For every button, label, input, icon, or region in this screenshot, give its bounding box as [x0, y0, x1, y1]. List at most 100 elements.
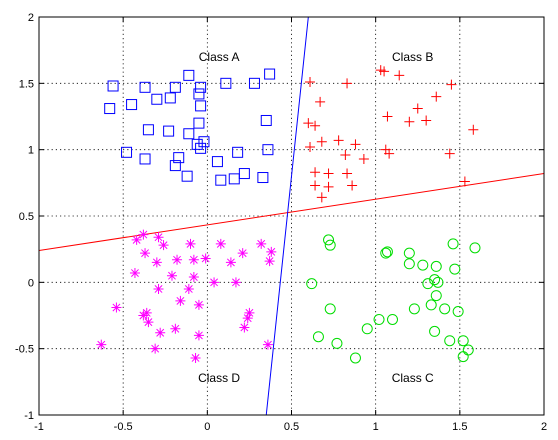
class-b-point — [310, 120, 321, 131]
class-b-point — [310, 167, 321, 178]
class-label: Class C — [392, 371, 434, 385]
class-a-point — [169, 160, 181, 172]
class-d-point — [170, 323, 181, 334]
class-d-point — [190, 352, 201, 363]
class-b-point — [340, 149, 351, 160]
x-tick-label: -1 — [34, 421, 44, 433]
class-a-point — [195, 81, 207, 93]
class-d-point — [237, 248, 248, 259]
class-a-point — [173, 152, 185, 164]
class-c-point — [457, 335, 469, 347]
class-c-point — [429, 325, 441, 337]
class-d-point — [225, 257, 236, 268]
class-d-point — [183, 283, 194, 294]
class-c-point — [331, 337, 343, 349]
class-d-point — [138, 310, 149, 321]
class-label: Class A — [199, 50, 240, 64]
class-b-point — [444, 148, 455, 159]
grid-lines — [39, 17, 544, 415]
class-b-point — [350, 139, 361, 150]
class-a-point — [139, 81, 151, 93]
class-b-point — [358, 153, 369, 164]
class-c-point — [387, 313, 398, 325]
class-a-point — [264, 68, 276, 80]
class-d-point — [158, 240, 169, 251]
class-d-point — [153, 232, 164, 243]
class-c-point — [408, 303, 420, 315]
class-d-point — [151, 257, 162, 268]
y-tick-label: 1.5 — [19, 78, 34, 90]
class-b-point — [382, 111, 393, 122]
x-tick-label: 0.5 — [284, 421, 299, 433]
y-tick-label: 2 — [28, 12, 34, 24]
class-b-point — [342, 78, 353, 89]
class-b-point — [404, 116, 415, 127]
class-d-point — [242, 313, 253, 324]
class-b-point — [316, 192, 327, 203]
class-b-point — [310, 180, 321, 191]
class-c-point — [469, 242, 481, 254]
y-tick-label: -0.5 — [15, 344, 34, 356]
class-b-point — [342, 168, 353, 179]
class-c-point — [457, 351, 469, 363]
class-d-point — [155, 327, 166, 338]
class-d-point — [239, 322, 250, 333]
class-b-point — [379, 66, 390, 77]
class-b-point — [384, 148, 395, 159]
class-a-point — [181, 170, 193, 182]
class-d-point — [172, 254, 183, 265]
class-a-point — [262, 144, 274, 156]
class-d-point — [193, 330, 204, 341]
class-d-point — [256, 238, 267, 249]
class-labels: Class A Class B Class C Class D — [198, 50, 434, 385]
class-b-point — [468, 124, 479, 135]
class-c-point — [349, 352, 361, 364]
class-c-point — [381, 246, 393, 258]
class-c-point — [452, 306, 464, 318]
class-c-point — [403, 258, 415, 270]
class-label: Class B — [392, 50, 433, 64]
class-c-point — [432, 276, 444, 288]
class-a-point — [193, 88, 205, 100]
class-b-point — [323, 168, 334, 179]
class-b-point — [394, 70, 405, 81]
axis-ticks: -1 -0.5 0 0.5 1 1.5 2 -1 -0.5 0 0.5 1 1.5 2 — [15, 12, 547, 433]
class-a-point — [142, 124, 154, 136]
class-c-point — [403, 247, 415, 259]
y-tick-label: -1 — [24, 410, 34, 422]
class-d-point — [153, 283, 164, 294]
class-b-point — [316, 136, 327, 147]
class-a-point — [163, 125, 175, 137]
class-d-point — [264, 256, 275, 267]
class-a-point — [193, 117, 205, 129]
class-a-point — [183, 69, 195, 81]
x-tick-label: 0 — [204, 421, 210, 433]
class-d-point — [140, 248, 151, 259]
decision-boundary-line — [39, 173, 544, 251]
class-d-point — [175, 295, 186, 306]
y-tick-label: 0.5 — [19, 211, 34, 223]
class-d-point — [150, 343, 161, 354]
class-c-point — [429, 274, 441, 286]
class-a-point — [195, 142, 207, 154]
class-c-point — [373, 313, 385, 325]
class-c-point — [430, 260, 442, 272]
class-d-point — [262, 339, 273, 350]
class-d-point — [166, 270, 177, 281]
class-a-point — [169, 81, 181, 93]
class-d-point — [111, 302, 122, 313]
class-c-point — [324, 303, 336, 315]
y-tick-label: 1 — [28, 145, 34, 157]
class-a-point — [183, 128, 195, 140]
class-d-point — [141, 307, 152, 318]
x-tick-label: 2 — [541, 421, 547, 433]
class-a-point — [151, 93, 163, 105]
class-a-point — [232, 146, 244, 158]
class-b-point — [459, 176, 470, 187]
class-d-point — [96, 339, 107, 350]
data-markers — [96, 65, 481, 364]
class-c-point — [425, 299, 437, 311]
class-a-point — [191, 138, 203, 150]
class-label: Class D — [198, 371, 240, 385]
